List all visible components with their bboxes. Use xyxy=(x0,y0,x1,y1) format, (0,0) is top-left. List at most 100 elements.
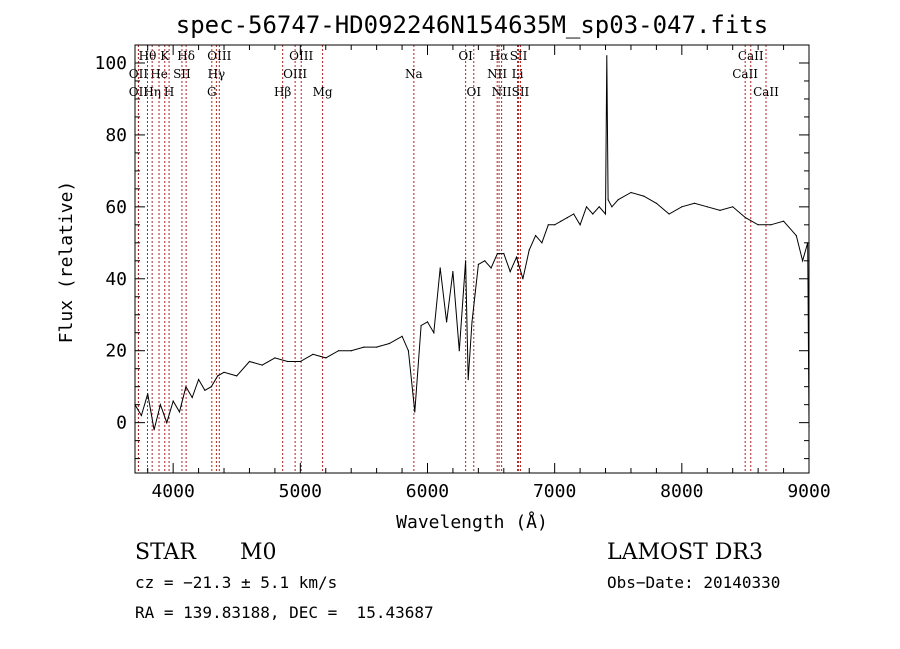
flux-point xyxy=(522,278,524,280)
flux-point xyxy=(363,346,365,348)
flux-point xyxy=(668,213,670,215)
flux-point xyxy=(414,411,416,413)
flux-point xyxy=(350,350,352,352)
coordinates: RA = 139.83188, DEC = 15.43687 xyxy=(135,603,434,622)
object-subclass: M0 xyxy=(240,540,277,565)
flux-point xyxy=(706,206,708,208)
y-tick-label: 100 xyxy=(94,53,127,74)
line-label: Hα xyxy=(490,49,509,63)
flux-point xyxy=(191,396,193,399)
flux-point xyxy=(477,263,479,265)
obs-date: Obs−Date: 20140330 xyxy=(607,573,781,592)
flux-point xyxy=(744,217,747,219)
flux-point xyxy=(719,209,721,211)
flux-point xyxy=(547,224,549,226)
flux-point xyxy=(496,253,498,255)
line-label: CaII xyxy=(738,49,764,63)
flux-point xyxy=(325,357,327,359)
flux-point xyxy=(732,206,734,208)
flux-point xyxy=(210,386,212,388)
flux-point xyxy=(401,335,403,337)
flux-point xyxy=(757,224,759,226)
flux-point xyxy=(407,350,409,352)
flux-point xyxy=(592,213,594,215)
x-tick-label: 9000 xyxy=(787,481,830,502)
flux-point xyxy=(337,350,340,352)
flux-point xyxy=(693,202,696,204)
flux-point xyxy=(554,224,556,226)
flux-point xyxy=(528,249,530,251)
flux-point xyxy=(223,371,225,373)
x-tick-label: 8000 xyxy=(660,481,703,502)
flux-point xyxy=(783,220,785,222)
line-label: NII xyxy=(492,85,512,99)
flux-point xyxy=(611,206,613,208)
flux-point xyxy=(140,414,142,417)
line-label: G xyxy=(207,85,217,99)
flux-point xyxy=(420,324,422,327)
y-tick-label: 0 xyxy=(116,413,127,434)
line-label: He xyxy=(150,67,168,81)
line-label: Li xyxy=(512,67,524,81)
line-label: Hη xyxy=(143,85,161,99)
x-tick-label: 7000 xyxy=(533,481,576,502)
flux-point xyxy=(598,206,600,208)
object-class: STAR xyxy=(135,540,196,565)
flux-point xyxy=(503,253,505,255)
plot-frame xyxy=(134,44,810,474)
line-label: OIII xyxy=(289,49,313,63)
flux-point xyxy=(465,260,467,262)
y-tick-label: 60 xyxy=(105,197,127,218)
flux-point xyxy=(770,224,772,226)
line-label: CaII xyxy=(732,67,758,81)
flux-point xyxy=(541,242,543,244)
line-label: OII xyxy=(129,85,149,99)
flux-point xyxy=(630,191,632,194)
flux-point xyxy=(458,350,460,352)
x-tick-label: 6000 xyxy=(406,481,449,502)
flux-trace xyxy=(134,55,810,431)
flux-point xyxy=(535,235,537,237)
line-label: Mg xyxy=(313,85,333,99)
flux-point xyxy=(376,346,378,348)
flux-point xyxy=(617,199,619,201)
y-tick-label: 20 xyxy=(105,341,127,362)
spectrum-chart: spec-56747-HD092246N154635M_sp03-047.fit… xyxy=(56,11,831,533)
x-tick-label: 4000 xyxy=(151,481,194,502)
line-label: Na xyxy=(405,67,423,81)
flux-point xyxy=(604,213,607,215)
flux-point xyxy=(467,378,469,381)
flux-point xyxy=(261,364,263,366)
flux-point xyxy=(802,260,804,262)
flux-series-line xyxy=(134,55,810,430)
chart-title: spec-56747-HD092246N154635M_sp03-047.fit… xyxy=(176,11,768,39)
y-axis-ticks: 0 20 40 60 80 100 xyxy=(94,44,809,460)
y-axis-label: Flux (relative) xyxy=(56,181,77,344)
line-label: Hδ xyxy=(177,49,195,63)
flux-point xyxy=(274,357,276,359)
line-label: H xyxy=(164,85,174,99)
flux-point xyxy=(166,422,168,424)
x-tick-label: 5000 xyxy=(279,481,322,502)
line-label: SII xyxy=(512,85,530,99)
flux-point xyxy=(509,271,511,273)
flux-point xyxy=(185,386,187,388)
flux-point xyxy=(159,404,161,406)
flux-point xyxy=(312,353,314,355)
flux-point xyxy=(515,256,518,258)
redshift-text: cz = −21.3 ± 5.1 km/s xyxy=(135,573,338,592)
x-axis-label: Wavelength (Å) xyxy=(396,511,548,533)
flux-point xyxy=(573,213,575,215)
flux-point xyxy=(287,360,289,363)
flux-point xyxy=(426,321,429,323)
flux-point xyxy=(178,411,181,413)
flux-point xyxy=(606,55,608,57)
line-label: OIII xyxy=(283,67,307,81)
line-label: CaII xyxy=(753,85,779,99)
flux-point xyxy=(452,271,454,273)
flux-point xyxy=(681,206,683,208)
flux-point xyxy=(566,217,569,219)
y-tick-label: 80 xyxy=(105,125,127,146)
line-label: OI xyxy=(458,49,473,63)
line-label: OI xyxy=(466,85,481,99)
